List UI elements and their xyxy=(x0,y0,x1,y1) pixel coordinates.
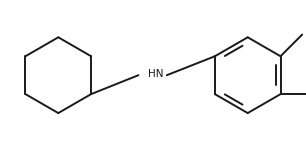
Text: HN: HN xyxy=(148,69,163,79)
